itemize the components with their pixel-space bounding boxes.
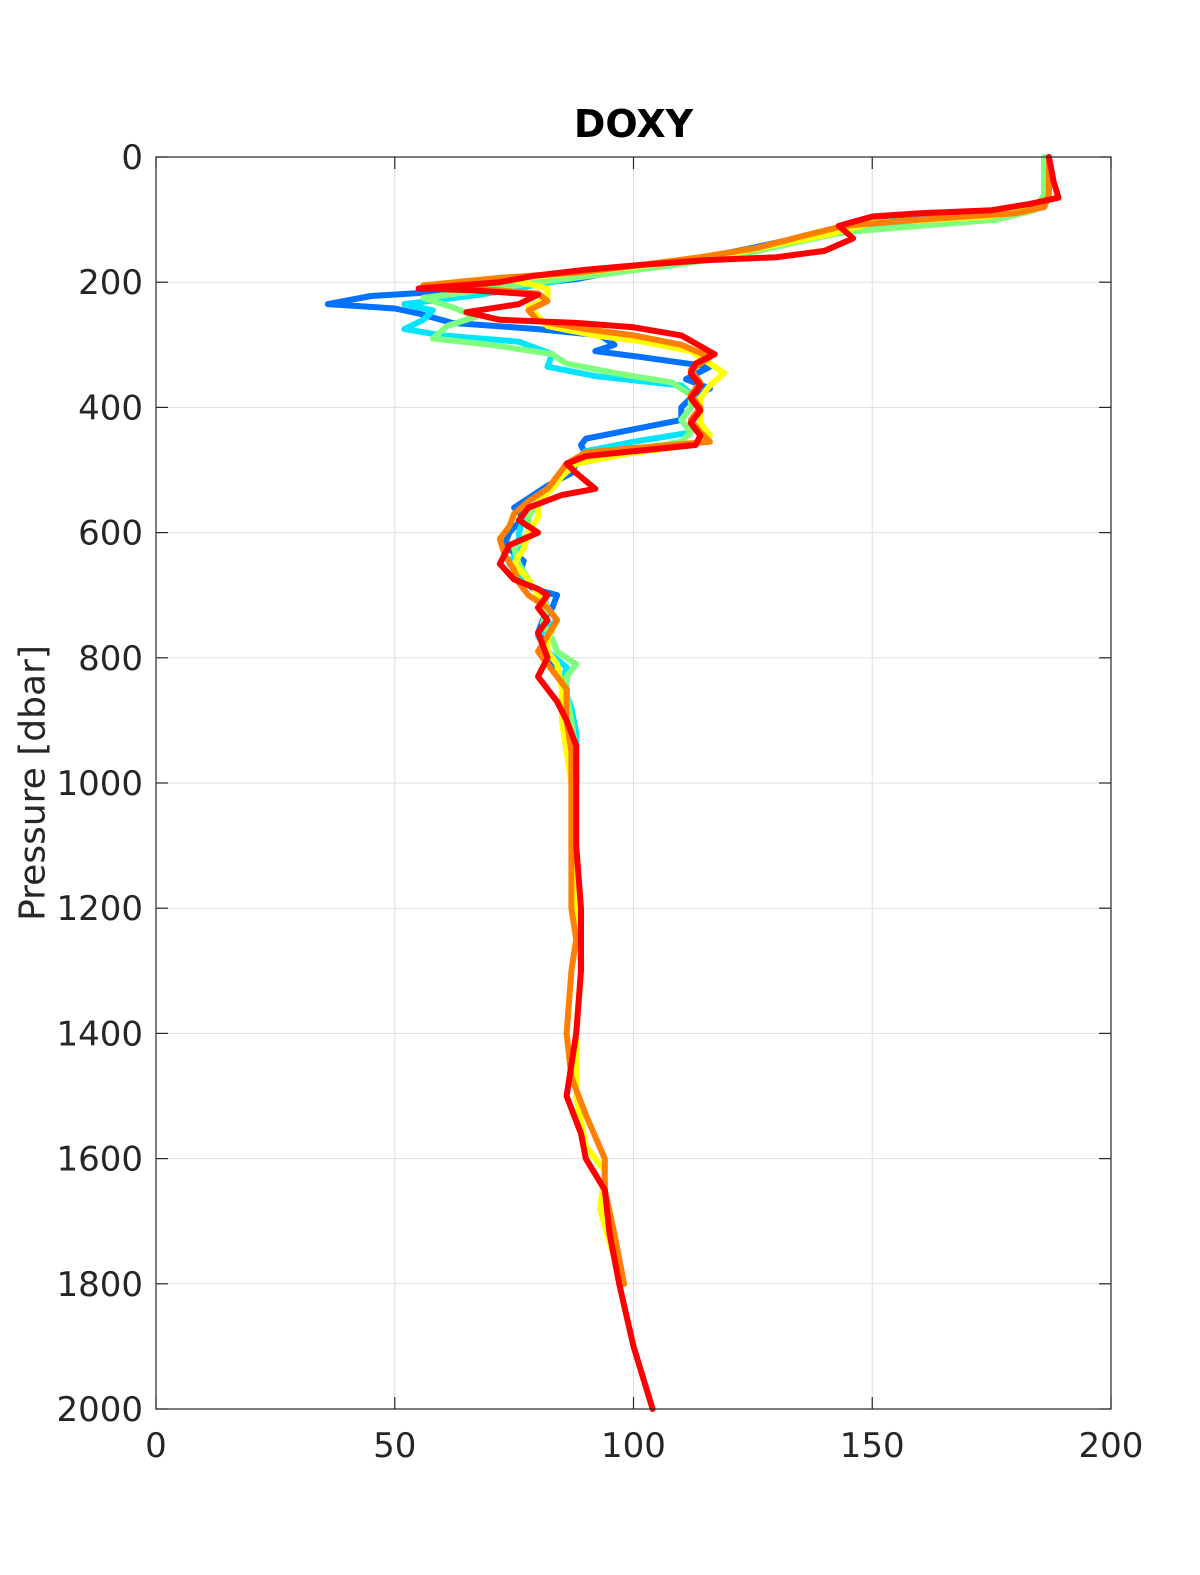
y-axis-label: Pressure [dbar] (13, 645, 54, 921)
y-tick-label: 1200 (56, 889, 143, 929)
chart-title: DOXY (574, 102, 694, 146)
x-tick-label: 100 (601, 1426, 666, 1466)
y-tick-label: 0 (121, 138, 143, 178)
series-line-6 (415, 154, 1062, 1412)
x-tick-label: 200 (1079, 1426, 1144, 1466)
y-tick-label: 800 (78, 639, 143, 679)
y-tick-label: 1400 (56, 1014, 143, 1054)
series-group (324, 154, 1062, 1412)
y-tick-label: 200 (78, 263, 143, 303)
y-tick-label: 1000 (56, 764, 143, 804)
y-tick-label: 1600 (56, 1140, 143, 1180)
x-tick-label: 0 (145, 1426, 167, 1466)
y-tick-label: 1800 (56, 1265, 143, 1305)
ticks: 0 50 100 150 2000200400600800100012001400160… (56, 138, 1143, 1466)
y-tick-label: 600 (78, 514, 143, 554)
x-tick-label: 150 (840, 1426, 905, 1466)
x-tick-label: 50 (373, 1426, 416, 1466)
y-tick-label: 400 (78, 388, 143, 428)
y-tick-label: 2000 (56, 1390, 143, 1430)
